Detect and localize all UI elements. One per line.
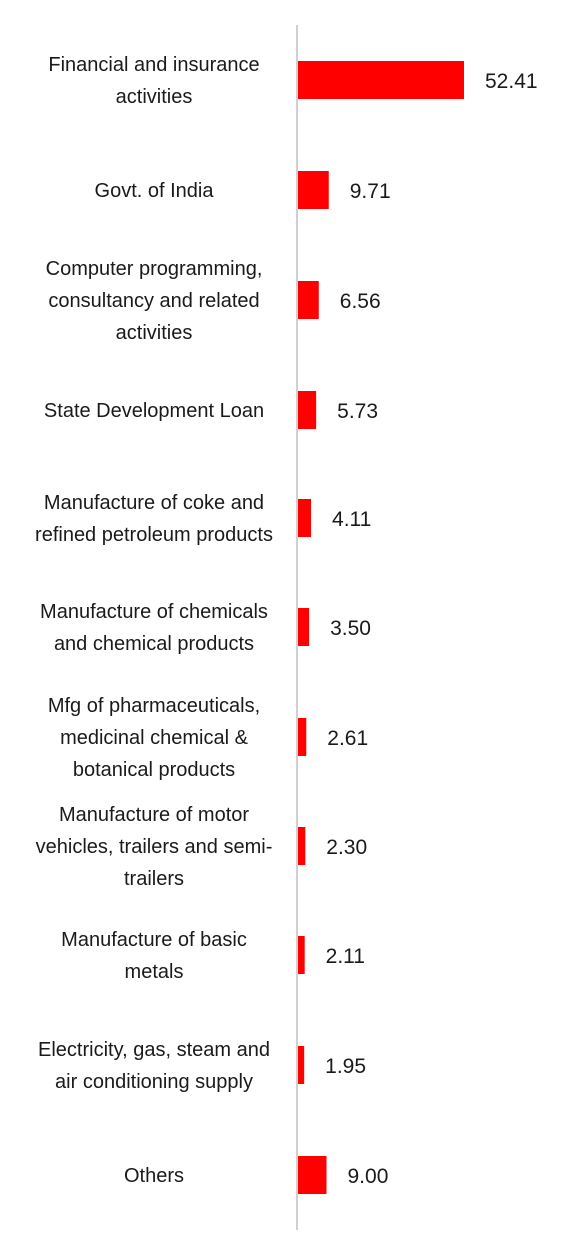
category-label: Electricity, gas, steam and air condition…: [38, 1039, 270, 1093]
category-label-line: activities: [116, 322, 193, 344]
category-label-line: air conditioning supply: [55, 1071, 253, 1093]
category-label-line: activities: [116, 86, 193, 108]
category-label-line: Mfg of pharmaceuticals,: [48, 695, 260, 717]
bars-group: [298, 61, 464, 1194]
bar: [298, 171, 329, 209]
value-label: 52.41: [485, 70, 538, 93]
category-label-line: Manufacture of basic: [61, 929, 247, 951]
category-label: Computer programming, consultancy and rel…: [46, 258, 263, 344]
category-label-line: Financial and insurance: [48, 54, 259, 76]
category-labels-group: Financial and insurance activities Govt. o…: [35, 54, 273, 1187]
value-label: 2.11: [326, 945, 365, 968]
bar: [298, 61, 464, 99]
category-label: Others: [124, 1165, 184, 1187]
value-label: 9.71: [350, 180, 391, 203]
category-label-line: Manufacture of coke and: [44, 492, 264, 514]
category-label: Financial and insurance activities: [48, 54, 259, 108]
bar: [298, 827, 306, 865]
category-label-line: metals: [125, 961, 184, 983]
category-label: Manufacture of motor vehicles, trailers a…: [36, 804, 273, 890]
category-label-line: Manufacture of chemicals: [40, 601, 268, 623]
bar: [298, 281, 319, 319]
bar: [298, 608, 310, 646]
value-labels-group: 52.41 9.71 6.56 5.73 4.11 3.50 2.61 2.30 2.11 1.9…: [325, 70, 537, 1188]
value-label: 3.50: [330, 617, 371, 640]
category-label-line: consultancy and related: [48, 290, 259, 312]
value-label: 1.95: [325, 1055, 366, 1078]
value-label: 9.00: [348, 1165, 389, 1188]
category-label-line: refined petroleum products: [35, 524, 273, 546]
category-label-line: vehicles, trailers and semi-: [36, 836, 273, 858]
value-label: 2.30: [326, 836, 367, 859]
value-label: 2.61: [327, 727, 368, 750]
category-label-line: medicinal chemical &: [60, 727, 249, 749]
category-label-line: Manufacture of motor: [59, 804, 249, 826]
value-label: 5.73: [337, 400, 378, 423]
value-label: 4.11: [332, 508, 371, 531]
category-label-line: botanical products: [73, 759, 235, 781]
bar: [298, 1156, 327, 1194]
value-label: 6.56: [340, 290, 381, 313]
category-label-line: Computer programming,: [46, 258, 263, 280]
category-label-line: trailers: [124, 868, 184, 890]
category-label: Mfg of pharmaceuticals, medicinal chemica…: [48, 695, 260, 781]
bar: [298, 1046, 305, 1084]
category-label-line: Govt. of India: [95, 180, 215, 202]
category-label: Manufacture of chemicals and chemical pro…: [40, 601, 268, 655]
category-label: Manufacture of basic metals: [61, 929, 247, 983]
category-label: Govt. of India: [95, 180, 215, 202]
bar: [298, 391, 317, 429]
category-label-line: and chemical products: [54, 633, 254, 655]
bar: [298, 936, 305, 974]
category-label-line: State Development Loan: [44, 400, 264, 422]
category-label: State Development Loan: [44, 400, 264, 422]
bar: [298, 499, 312, 537]
bar: [298, 718, 307, 756]
category-label-line: Others: [124, 1165, 184, 1187]
category-label: Manufacture of coke and refined petroleum…: [35, 492, 273, 546]
category-label-line: Electricity, gas, steam and: [38, 1039, 270, 1061]
